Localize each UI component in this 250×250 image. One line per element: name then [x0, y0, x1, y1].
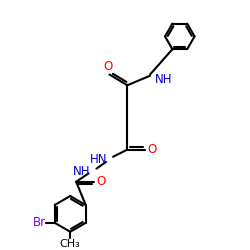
Text: CH₃: CH₃ [60, 240, 80, 250]
Text: NH: NH [155, 73, 172, 86]
Text: NH: NH [73, 164, 90, 177]
Text: O: O [147, 143, 156, 156]
Text: O: O [96, 175, 105, 188]
Text: O: O [103, 60, 112, 73]
Text: HN: HN [90, 152, 107, 166]
Text: Br: Br [32, 216, 46, 229]
